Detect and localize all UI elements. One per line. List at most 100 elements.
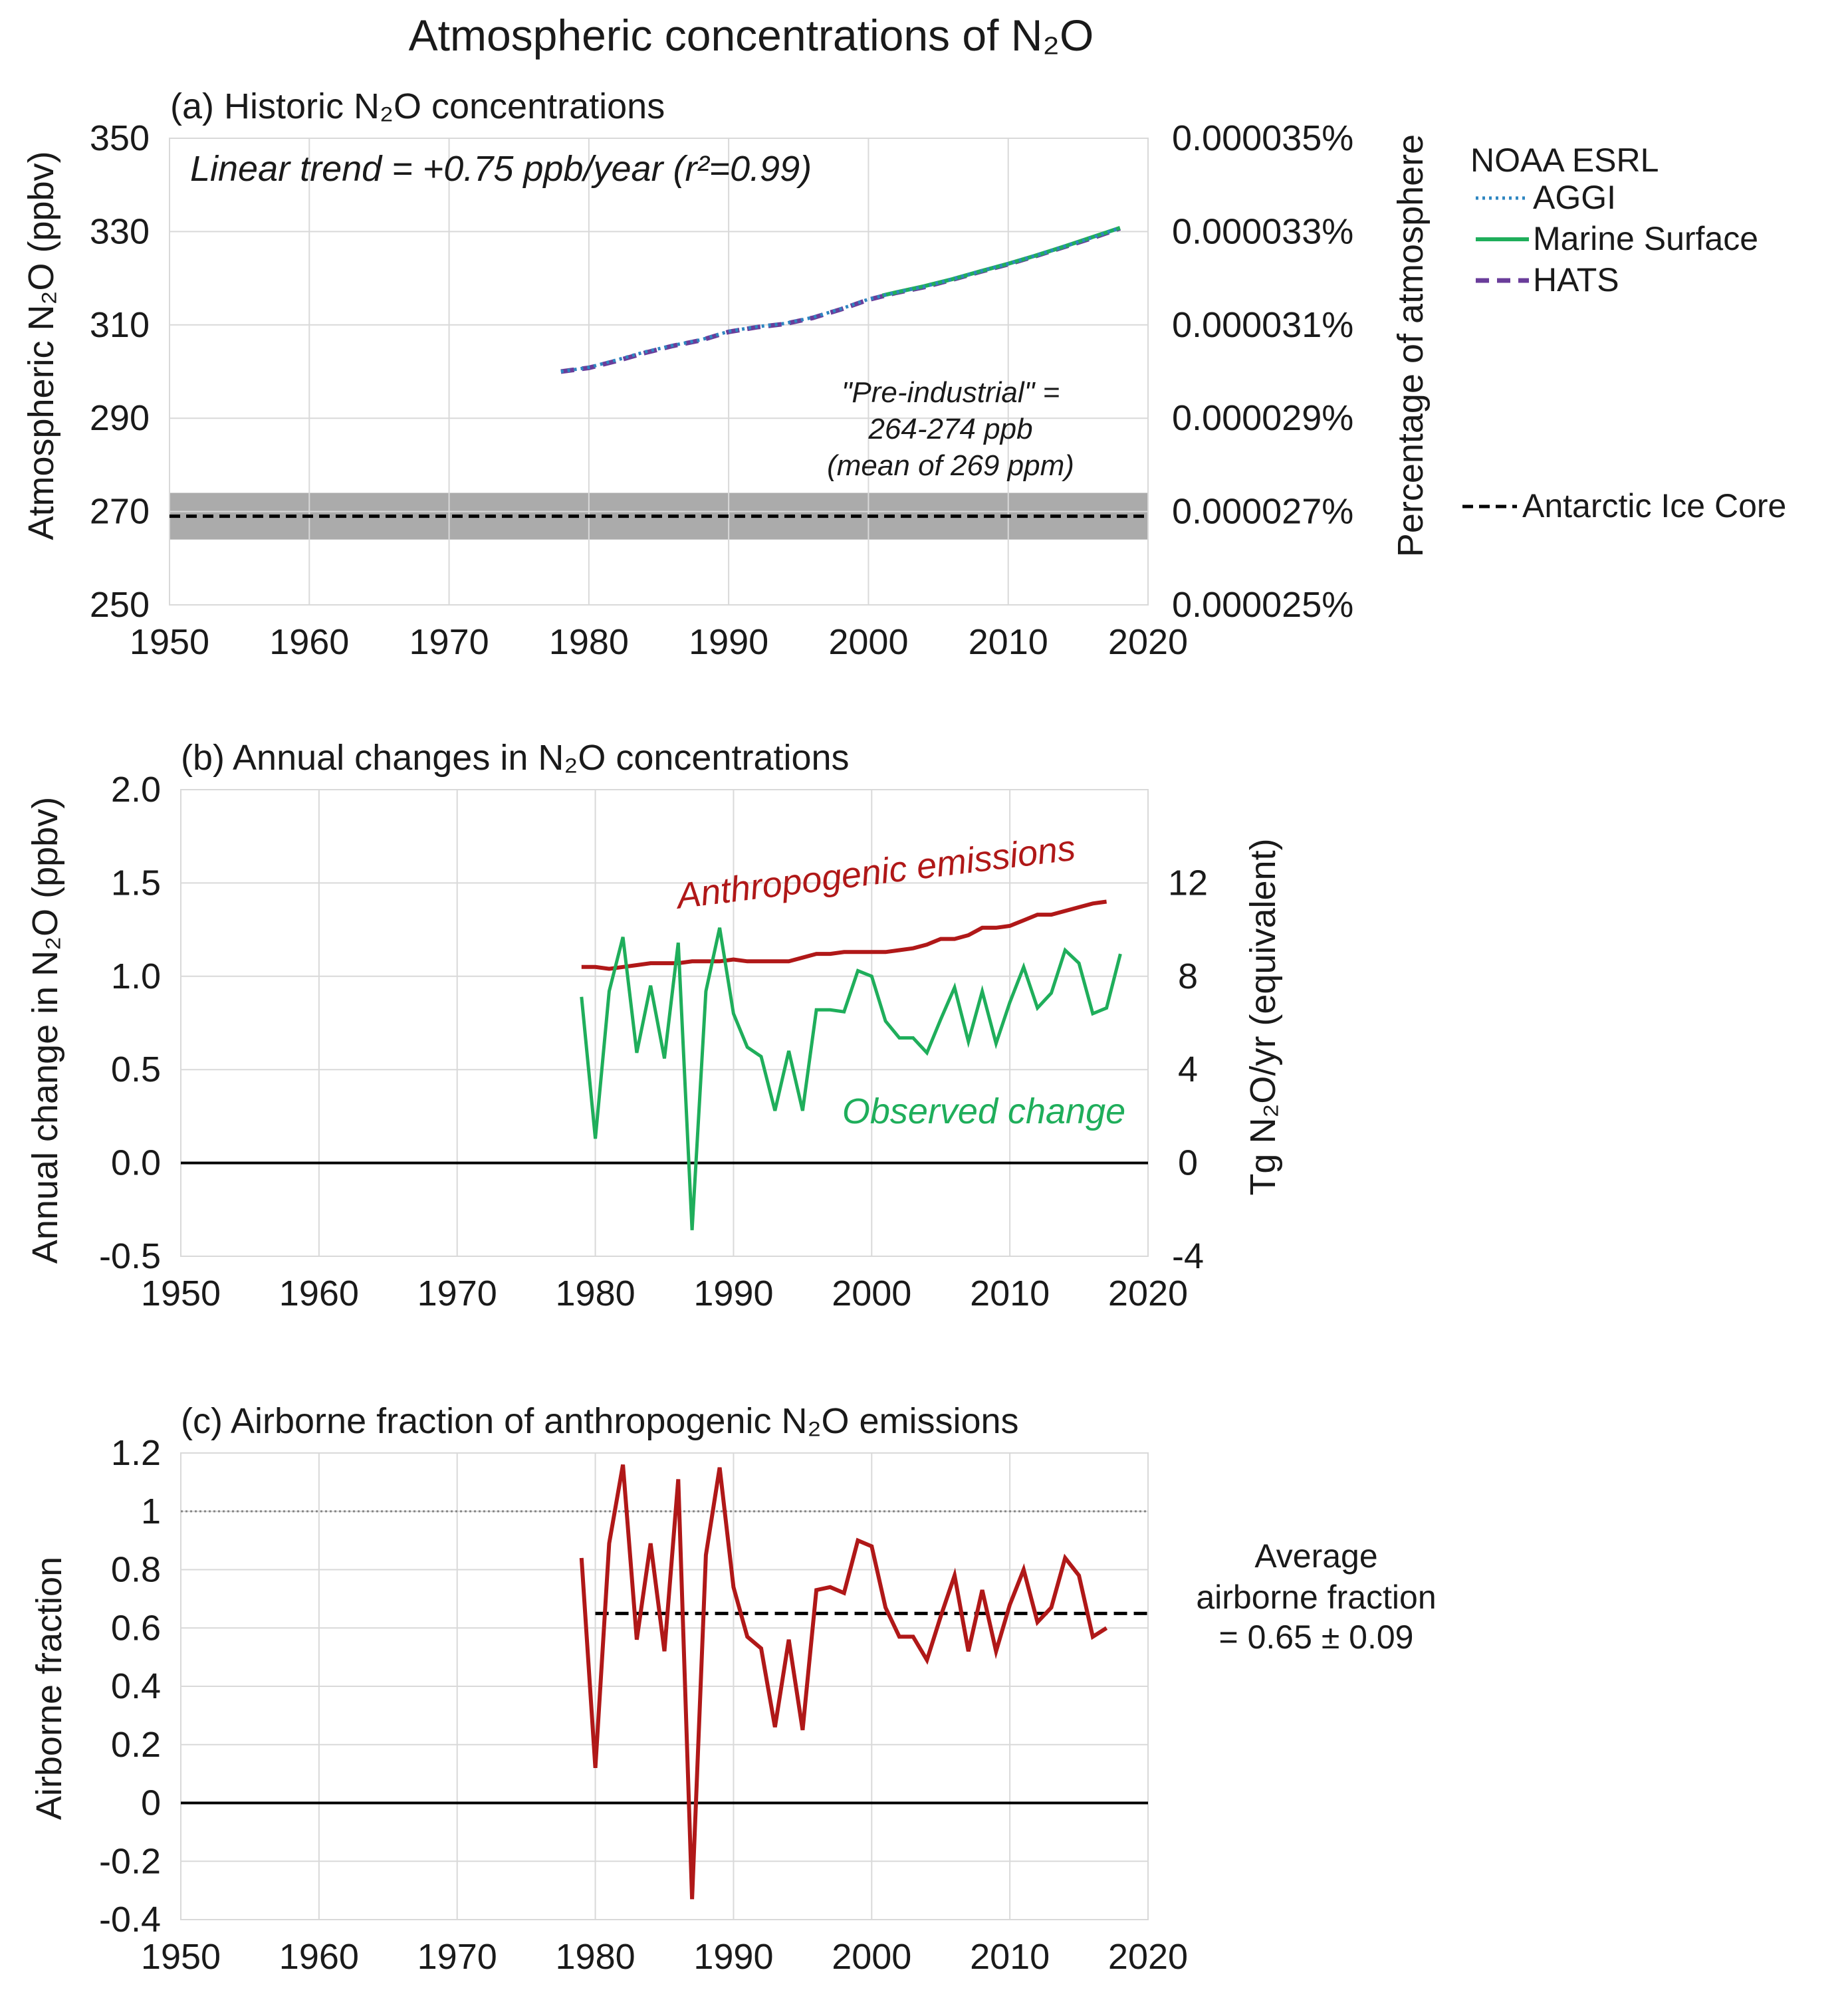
panel-a-y-tick-labels: 250 270 290 310 330 350 bbox=[90, 118, 150, 625]
panel-a-plot-frame bbox=[169, 138, 1149, 606]
panel-c-x-tick-labels: 1950 1960 1970 1980 1990 2000 2010 2020 bbox=[141, 1937, 1188, 1977]
y-tick-label: 1.5 bbox=[111, 863, 161, 903]
panel-b-y-axis-label: Annual change in N₂O (ppbv) bbox=[25, 797, 65, 1264]
y-tick-label: 270 bbox=[90, 492, 150, 532]
y-tick-label: -0.4 bbox=[99, 1900, 161, 1940]
y-tick-label: 1.0 bbox=[111, 956, 161, 996]
x-tick-label: 2020 bbox=[1108, 1274, 1188, 1313]
panel-b-annual-changes: (b) Annual changes in N₂O concentrations… bbox=[25, 738, 1283, 1313]
y-tick-label: -0.5 bbox=[99, 1236, 161, 1276]
x-tick-label: 1950 bbox=[141, 1274, 221, 1313]
y-tick-label: 250 bbox=[90, 585, 150, 625]
x-tick-label: 2000 bbox=[832, 1937, 911, 1977]
y-tick-label: 290 bbox=[90, 398, 150, 438]
x-tick-label: 1990 bbox=[693, 1937, 773, 1977]
preindustrial-annotation-line-1: "Pre-industrial" = bbox=[842, 376, 1060, 409]
panel-a-y-axis-label: Atmospheric N₂O (ppbv) bbox=[21, 151, 61, 540]
x-tick-label: 1980 bbox=[556, 1274, 635, 1313]
y-tick-label: 350 bbox=[90, 118, 150, 158]
x-tick-label: 2000 bbox=[832, 1274, 911, 1313]
y-tick-label: 0.5 bbox=[111, 1050, 161, 1089]
y-tick-label: 0.8 bbox=[111, 1550, 161, 1590]
panel-b-right-axis-label: Tg N₂O/yr (equivalent) bbox=[1243, 838, 1283, 1195]
x-tick-label: 1950 bbox=[130, 622, 209, 662]
x-tick-label: 1990 bbox=[689, 622, 768, 662]
legend-marine-label: Marine Surface bbox=[1533, 220, 1758, 257]
x-tick-label: 2010 bbox=[970, 1274, 1050, 1313]
x-tick-label: 2010 bbox=[969, 622, 1048, 662]
panel-c-airborne-fraction: (c) Airborne fraction of anthropogenic N… bbox=[29, 1401, 1437, 1977]
x-tick-label: 1970 bbox=[409, 622, 489, 662]
panel-a-right-axis-label: Percentage of atmosphere bbox=[1391, 134, 1431, 557]
panel-c-title: (c) Airborne fraction of anthropogenic N… bbox=[181, 1401, 1019, 1441]
x-tick-label: 1950 bbox=[141, 1937, 221, 1977]
right-tick-label: 4 bbox=[1178, 1050, 1198, 1089]
x-tick-label: 1960 bbox=[269, 622, 349, 662]
anthropogenic-emissions-line bbox=[581, 899, 1107, 971]
x-tick-label: 1980 bbox=[549, 622, 629, 662]
observed-change-label: Observed change bbox=[842, 1091, 1125, 1131]
right-tick-label: 0.000031% bbox=[1172, 305, 1353, 345]
panel-a-right-tick-labels: 0.000025% 0.000027% 0.000029% 0.000031% 0.00… bbox=[1172, 118, 1353, 625]
y-tick-label: 2.0 bbox=[111, 770, 161, 810]
legend-hats-label: HATS bbox=[1533, 261, 1619, 298]
y-tick-label: 1.2 bbox=[111, 1433, 161, 1473]
panel-b-x-tick-labels: 1950 1960 1970 1980 1990 2000 2010 2020 bbox=[141, 1274, 1188, 1313]
x-tick-label: 1970 bbox=[417, 1274, 497, 1313]
panel-c-y-tick-labels: -0.4 -0.2 0 0.2 0.4 0.6 0.8 1 1.2 bbox=[99, 1433, 161, 1940]
panel-c-plot-frame bbox=[180, 1452, 1149, 1920]
y-tick-label: 330 bbox=[90, 211, 150, 251]
legend-aggi-label: AGGI bbox=[1533, 179, 1616, 216]
right-tick-label: 0 bbox=[1178, 1143, 1198, 1183]
airborne-fraction-line bbox=[579, 1464, 1108, 1900]
right-tick-label: 8 bbox=[1178, 956, 1198, 996]
linear-trend-annotation: Linear trend = +0.75 ppb/year (r²=0.99) bbox=[190, 149, 812, 189]
legend-ice-core-label: Antarctic Ice Core bbox=[1522, 487, 1786, 524]
x-tick-label: 2020 bbox=[1108, 1937, 1188, 1977]
panel-b-plot-frame bbox=[180, 789, 1149, 1257]
hats-series-line bbox=[560, 226, 1121, 374]
y-tick-label: 0.2 bbox=[111, 1725, 161, 1765]
preindustrial-annotation-line-3: (mean of 269 ppm) bbox=[827, 449, 1074, 482]
x-tick-label: 1960 bbox=[279, 1937, 359, 1977]
right-tick-label: 0.000025% bbox=[1172, 585, 1353, 625]
y-tick-label: 0.0 bbox=[111, 1143, 161, 1183]
average-label-line-1: Average bbox=[1254, 1537, 1377, 1575]
x-tick-label: 2020 bbox=[1108, 622, 1188, 662]
panel-a-x-tick-labels: 1950 1960 1970 1980 1990 2000 2010 2020 bbox=[130, 622, 1188, 662]
right-tick-label: -4 bbox=[1172, 1236, 1204, 1276]
y-tick-label: 310 bbox=[90, 305, 150, 345]
panel-c-y-axis-label: Airborne fraction bbox=[29, 1557, 69, 1820]
right-tick-label: 0.000029% bbox=[1172, 398, 1353, 438]
right-tick-label: 0.000033% bbox=[1172, 211, 1353, 251]
average-label-line-2: airborne fraction bbox=[1196, 1579, 1436, 1616]
y-tick-label: -0.2 bbox=[99, 1841, 161, 1881]
right-tick-label: 0.000035% bbox=[1172, 118, 1353, 158]
x-tick-label: 2010 bbox=[970, 1937, 1050, 1977]
right-tick-label: 12 bbox=[1168, 863, 1208, 903]
marine-surface-series-line bbox=[881, 225, 1121, 298]
legend-header: NOAA ESRL bbox=[1470, 142, 1659, 179]
x-tick-label: 1990 bbox=[693, 1274, 773, 1313]
panel-a-historic-concentrations: (a) Historic N₂O concentrations 1950 1960… bbox=[21, 86, 1786, 662]
panel-c-gridlines bbox=[180, 1452, 1149, 1920]
x-tick-label: 1970 bbox=[417, 1937, 497, 1977]
aggi-series-line bbox=[560, 226, 1121, 374]
x-tick-label: 1960 bbox=[279, 1274, 359, 1313]
y-tick-label: 1 bbox=[141, 1492, 161, 1531]
panel-b-title: (b) Annual changes in N₂O concentrations bbox=[181, 738, 850, 778]
preindustrial-annotation-line-2: 264-274 ppb bbox=[867, 413, 1032, 445]
y-tick-label: 0 bbox=[141, 1783, 161, 1823]
panel-a-title: (a) Historic N₂O concentrations bbox=[170, 86, 665, 126]
right-tick-label: 0.000027% bbox=[1172, 492, 1353, 532]
x-tick-label: 1980 bbox=[556, 1937, 635, 1977]
y-tick-label: 0.6 bbox=[111, 1608, 161, 1648]
panel-b-y-tick-labels: -0.5 0.0 0.5 1.0 1.5 2.0 bbox=[99, 770, 161, 1276]
x-tick-label: 2000 bbox=[828, 622, 908, 662]
average-label-line-3: = 0.65 ± 0.09 bbox=[1219, 1619, 1414, 1656]
panel-b-right-tick-labels: -4 0 4 8 12 bbox=[1168, 863, 1208, 1276]
figure-title: Atmospheric concentrations of N₂O bbox=[409, 11, 1094, 60]
panel-a-legend: NOAA ESRL AGGI Marine Surface HATS Antar… bbox=[1462, 142, 1786, 524]
observed-change-line bbox=[580, 927, 1122, 1230]
